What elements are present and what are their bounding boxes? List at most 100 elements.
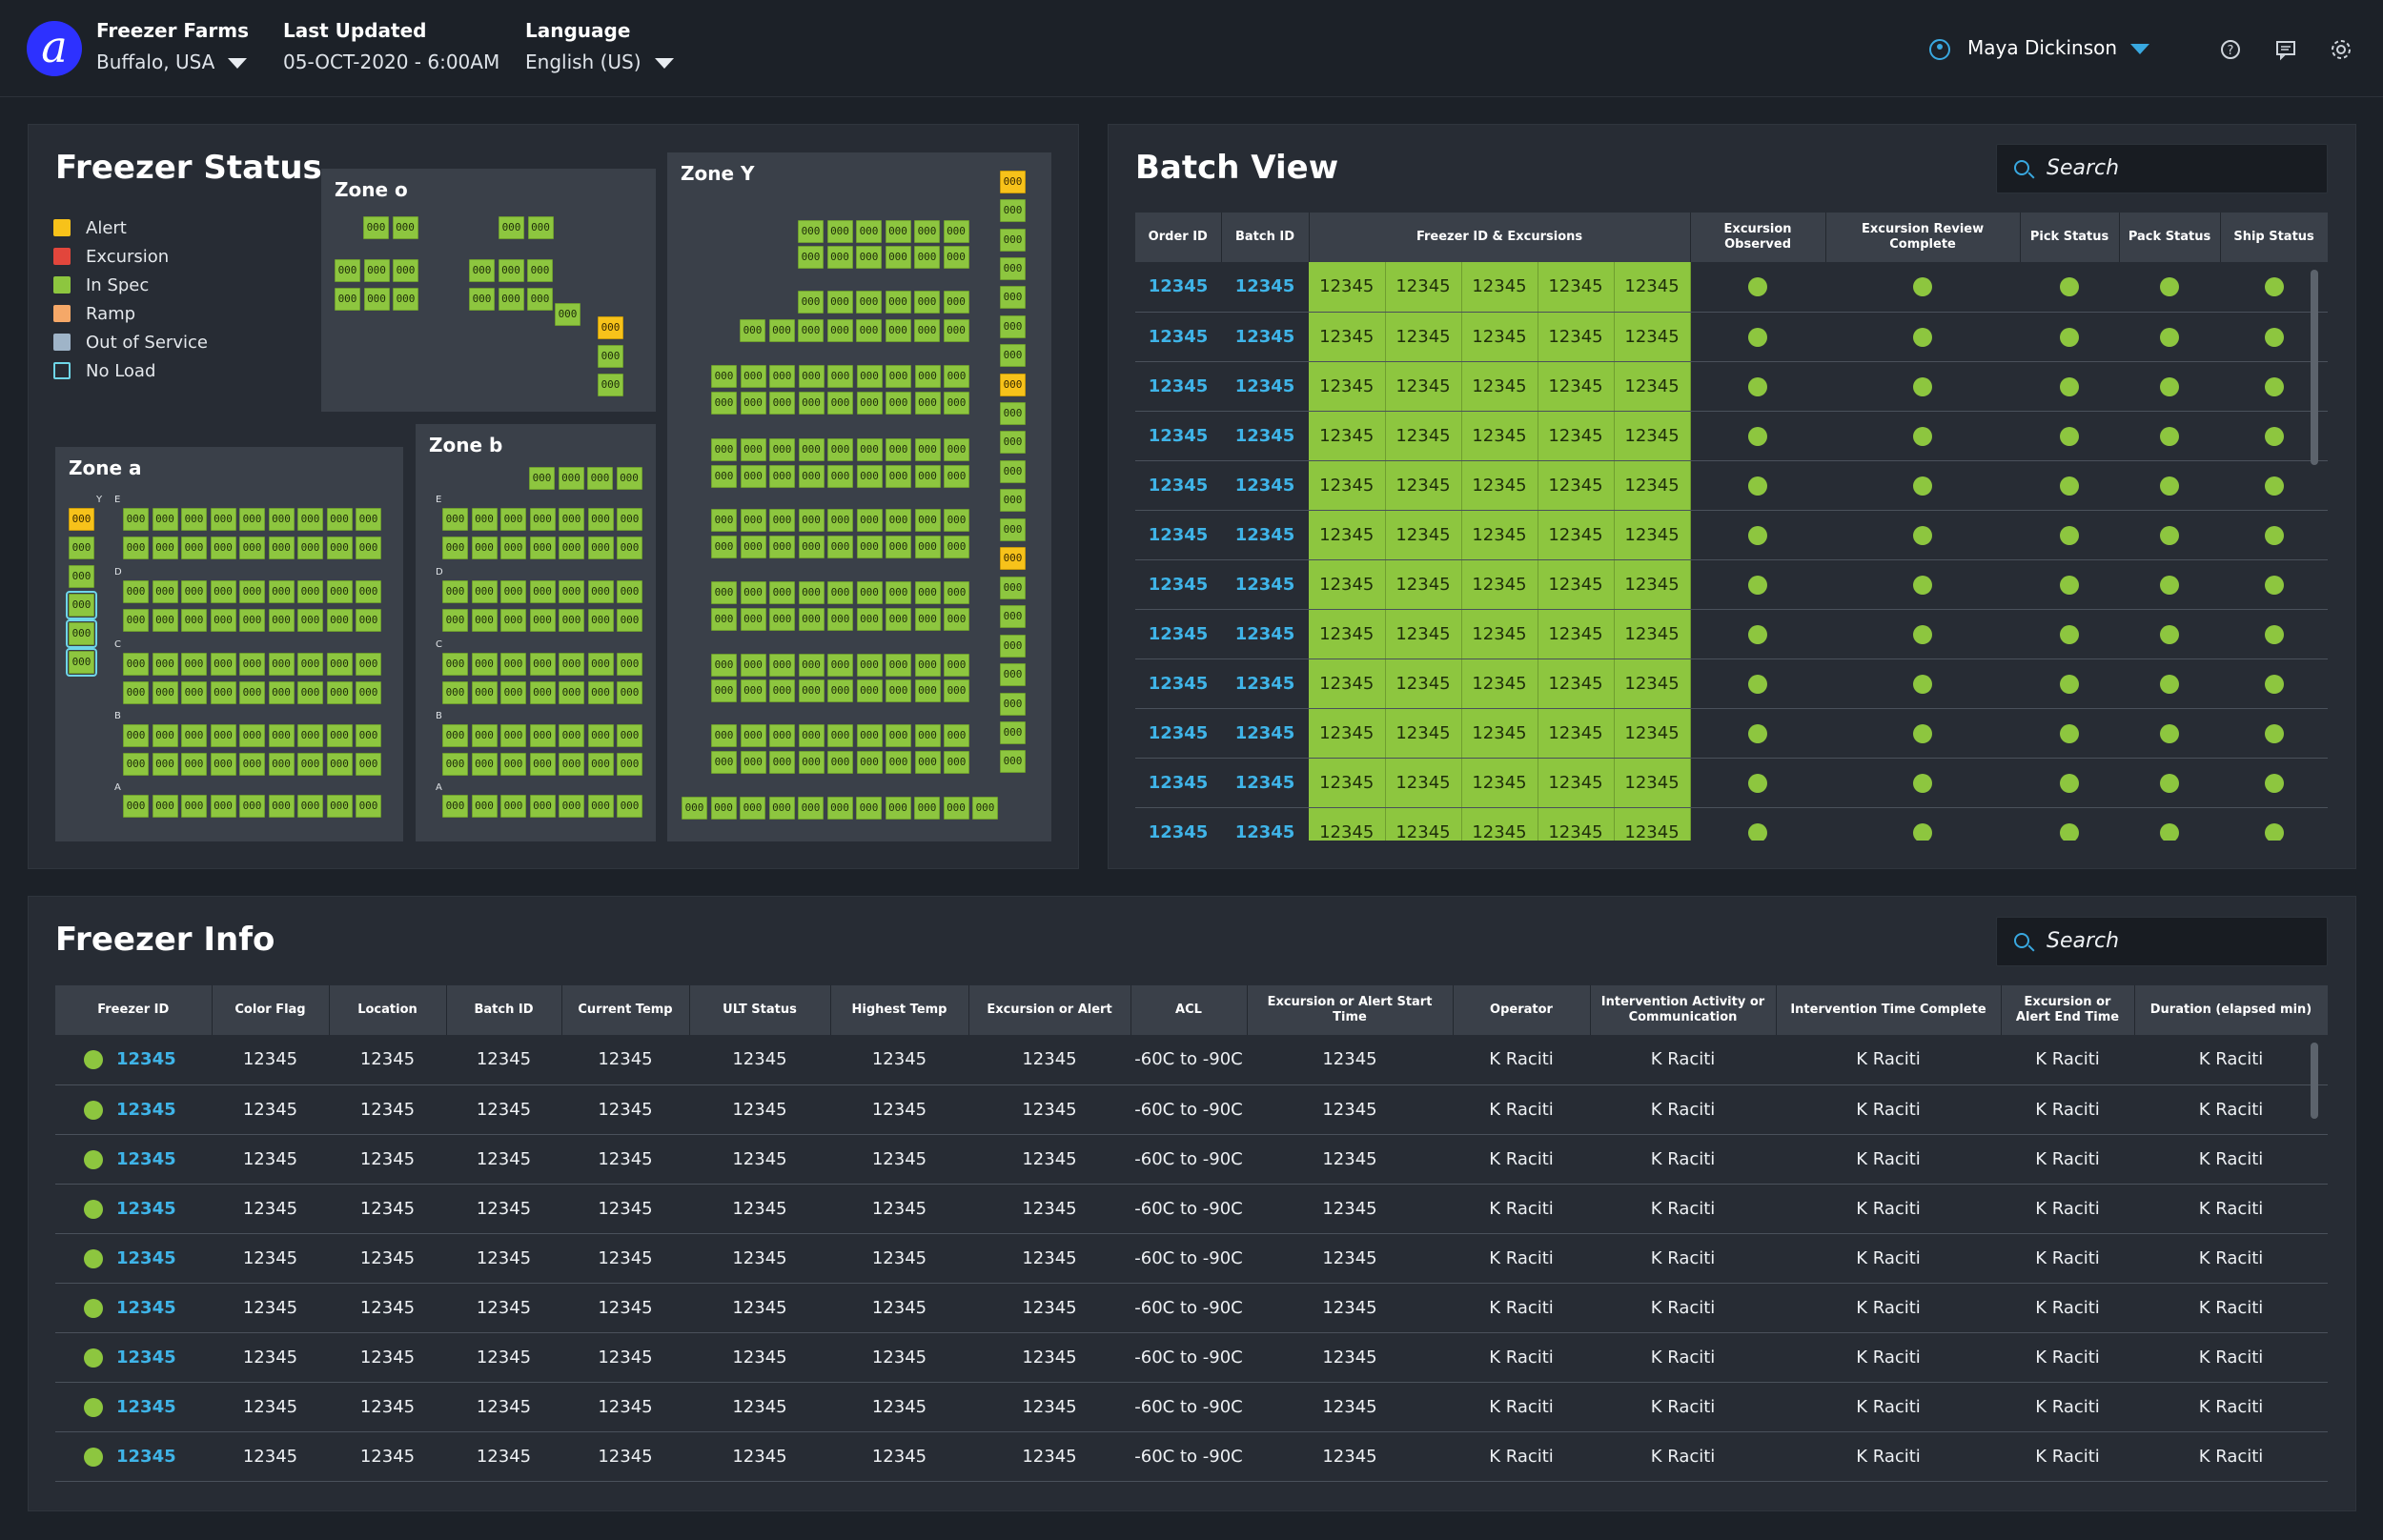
batch-id-link[interactable]: 12345: [1221, 510, 1309, 560]
freezer-id-cell[interactable]: 12345: [1614, 361, 1691, 412]
info-col-header[interactable]: Intervention Activity or Communication: [1590, 985, 1777, 1035]
freezer-cell[interactable]: 000: [711, 724, 737, 747]
freezer-cell[interactable]: 000: [1000, 489, 1026, 512]
freezer-cell[interactable]: 000: [1000, 344, 1026, 367]
info-scrollbar[interactable]: [2311, 1043, 2318, 1119]
freezer-cell[interactable]: 000: [529, 795, 556, 818]
freezer-cell[interactable]: 000: [1000, 286, 1026, 309]
freezer-cell[interactable]: 000: [769, 392, 795, 415]
freezer-cell[interactable]: 000: [442, 724, 468, 747]
freezer-cell[interactable]: 000: [529, 508, 556, 531]
freezer-cell[interactable]: 000: [798, 509, 825, 532]
freezer-cell[interactable]: 000: [827, 509, 853, 532]
freezer-cell[interactable]: 000: [356, 653, 381, 676]
freezer-cell[interactable]: 000: [914, 654, 941, 677]
freezer-cell[interactable]: 000: [826, 291, 853, 314]
freezer-cell[interactable]: 000: [297, 795, 323, 818]
order-id-link[interactable]: 12345: [1135, 460, 1221, 511]
col-batch-id[interactable]: Batch ID: [1221, 213, 1310, 262]
freezer-cell[interactable]: 000: [885, 291, 911, 314]
freezer-cell[interactable]: 000: [527, 259, 553, 282]
freezer-cell[interactable]: 000: [442, 795, 468, 818]
freezer-cell[interactable]: 000: [268, 609, 295, 632]
freezer-cell[interactable]: 000: [914, 724, 941, 747]
freezer-cell[interactable]: 000: [210, 653, 236, 676]
freezer-cell[interactable]: 000: [1000, 402, 1026, 425]
freezer-cell[interactable]: 000: [210, 580, 236, 603]
freezer-cell[interactable]: 000: [886, 392, 911, 415]
table-row[interactable]: 12345 12345 12345 12345 12345 12345 12345: [1135, 609, 2328, 659]
freezer-cell[interactable]: 000: [856, 608, 883, 631]
freezer-id-cell[interactable]: 12345: [1614, 609, 1691, 659]
order-id-link[interactable]: 12345: [1135, 559, 1221, 610]
freezer-cell[interactable]: 000: [268, 508, 295, 531]
freezer-cell[interactable]: 000: [682, 797, 707, 820]
freezer-cell[interactable]: 000: [1000, 229, 1026, 252]
freezer-cell[interactable]: 000: [886, 679, 911, 702]
freezer-cell[interactable]: 000: [740, 724, 766, 747]
freezer-cell[interactable]: 000: [1000, 374, 1026, 396]
freezer-cell[interactable]: 000: [943, 291, 969, 314]
freezer-cell[interactable]: 000: [740, 392, 766, 415]
freezer-cell[interactable]: 000: [711, 365, 737, 388]
freezer-id-cell[interactable]: 12345: [1385, 659, 1462, 709]
freezer-cell[interactable]: 000: [326, 681, 353, 704]
freezer-cell[interactable]: 000: [1000, 605, 1026, 628]
freezer-cell[interactable]: 000: [587, 467, 613, 490]
freezer-cell[interactable]: 000: [798, 465, 825, 488]
info-col-header[interactable]: Intervention Time Complete: [1776, 985, 2002, 1035]
freezer-cell[interactable]: 000: [886, 724, 911, 747]
freezer-cell[interactable]: 000: [529, 467, 555, 490]
freezer-cell[interactable]: 000: [769, 608, 795, 631]
freezer-cell[interactable]: 000: [885, 797, 911, 820]
info-col-header[interactable]: Duration (elapsed min): [2134, 985, 2328, 1035]
freezer-cell[interactable]: 000: [798, 751, 825, 774]
info-col-header[interactable]: Excursion or Alert: [968, 985, 1131, 1035]
freezer-cell[interactable]: 000: [827, 724, 853, 747]
freezer-cell[interactable]: 000: [798, 654, 825, 677]
freezer-cell[interactable]: 000: [711, 509, 737, 532]
freezer-cell[interactable]: 000: [210, 537, 236, 559]
freezer-cell[interactable]: 000: [944, 724, 969, 747]
freezer-cell[interactable]: 000: [210, 753, 236, 776]
freezer-cell[interactable]: 000: [297, 508, 323, 531]
freezer-id-link[interactable]: 12345: [55, 1184, 212, 1234]
batch-id-link[interactable]: 12345: [1221, 758, 1309, 808]
freezer-cell[interactable]: 000: [740, 365, 766, 388]
info-col-header[interactable]: ACL: [1130, 985, 1248, 1035]
freezer-cell[interactable]: 000: [500, 795, 526, 818]
freezer-cell[interactable]: 000: [914, 536, 941, 558]
table-row[interactable]: 12345 12345 12345 12345 12345 12345 12345: [1135, 758, 2328, 808]
freezer-id-cell[interactable]: 12345: [1309, 559, 1386, 610]
freezer-cell[interactable]: 000: [500, 537, 526, 559]
freezer-cell[interactable]: 000: [827, 536, 853, 558]
freezer-id-cell[interactable]: 12345: [1309, 312, 1386, 362]
freezer-id-cell[interactable]: 12345: [1538, 460, 1615, 511]
freezer-cell[interactable]: 000: [559, 653, 584, 676]
freezer-cell[interactable]: 000: [740, 536, 766, 558]
freezer-cell[interactable]: 000: [499, 216, 524, 239]
freezer-cell[interactable]: 000: [363, 288, 390, 311]
freezer-cell[interactable]: 000: [1000, 431, 1026, 454]
freezer-cell[interactable]: 000: [798, 724, 825, 747]
freezer-cell[interactable]: 000: [471, 537, 498, 559]
freezer-cell[interactable]: 000: [856, 438, 883, 461]
freezer-cell[interactable]: 000: [587, 537, 614, 559]
freezer-id-cell[interactable]: 12345: [1309, 510, 1386, 560]
language-selector[interactable]: Language English (US): [525, 19, 674, 73]
freezer-cell[interactable]: 000: [617, 795, 642, 818]
freezer-cell[interactable]: 000: [529, 580, 556, 603]
freezer-cell[interactable]: 000: [442, 653, 468, 676]
freezer-cell[interactable]: 000: [239, 508, 265, 531]
freezer-cell[interactable]: 000: [740, 509, 766, 532]
freezer-cell[interactable]: 000: [297, 609, 323, 632]
freezer-id-cell[interactable]: 12345: [1385, 411, 1462, 461]
freezer-cell[interactable]: 000: [268, 537, 295, 559]
freezer-cell[interactable]: 000: [856, 581, 883, 604]
freezer-cell[interactable]: 000: [393, 288, 418, 311]
freezer-id-cell[interactable]: 12345: [1614, 708, 1691, 759]
freezer-cell[interactable]: 000: [914, 751, 941, 774]
freezer-cell[interactable]: 000: [471, 681, 498, 704]
freezer-cell[interactable]: 000: [326, 795, 353, 818]
freezer-cell[interactable]: 000: [856, 654, 883, 677]
